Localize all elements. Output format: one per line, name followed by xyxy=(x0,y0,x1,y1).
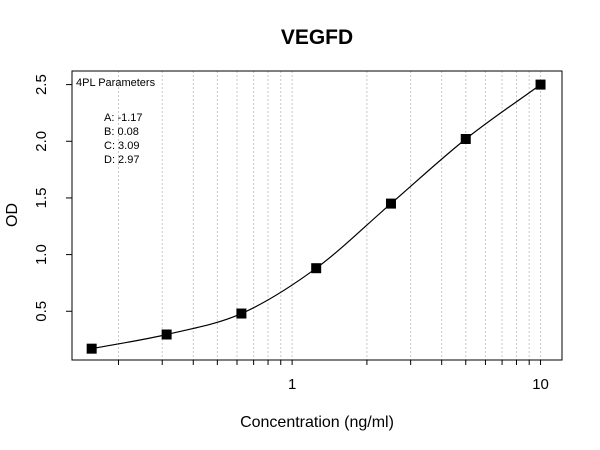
data-point xyxy=(311,263,322,274)
y-tick-label: 1.0 xyxy=(33,244,50,265)
data-point xyxy=(385,198,396,209)
chart-title: VEGFD xyxy=(281,26,353,49)
grid xyxy=(117,71,542,360)
annotation-line: C: 3.09 xyxy=(104,140,139,152)
fit-curve xyxy=(91,84,541,350)
y-tick-label: 1.5 xyxy=(33,188,50,209)
x-tick-label: 1 xyxy=(288,376,296,393)
x-axis-label: Concentration (ng/ml) xyxy=(240,414,394,431)
y-tick-label: 2.5 xyxy=(33,74,50,95)
y-axis-label: OD xyxy=(4,203,21,227)
parameters-annotation: 4PL Parameters A: -1.17 B: 0.08 C: 3.09 … xyxy=(76,77,156,166)
annotation-line: D: 2.97 xyxy=(104,154,139,166)
data-point xyxy=(86,343,97,354)
annotation-line: B: 0.08 xyxy=(104,126,139,138)
data-point xyxy=(460,134,471,144)
x-tick-label: 10 xyxy=(532,376,549,393)
annotation-heading: 4PL Parameters xyxy=(76,77,156,89)
fit-curve-layer xyxy=(91,84,541,350)
data-point xyxy=(535,79,546,90)
plot-frame xyxy=(71,70,563,361)
y-tick-label: 0.5 xyxy=(33,301,50,322)
data-points xyxy=(86,79,546,354)
y-tick-label: 2.0 xyxy=(33,131,50,152)
annotation-line: A: -1.17 xyxy=(104,112,143,124)
data-point xyxy=(236,308,247,319)
data-point xyxy=(161,329,172,340)
axes: 1 10 0.5 1.0 1.5 2.0 2.5 xyxy=(33,74,549,393)
